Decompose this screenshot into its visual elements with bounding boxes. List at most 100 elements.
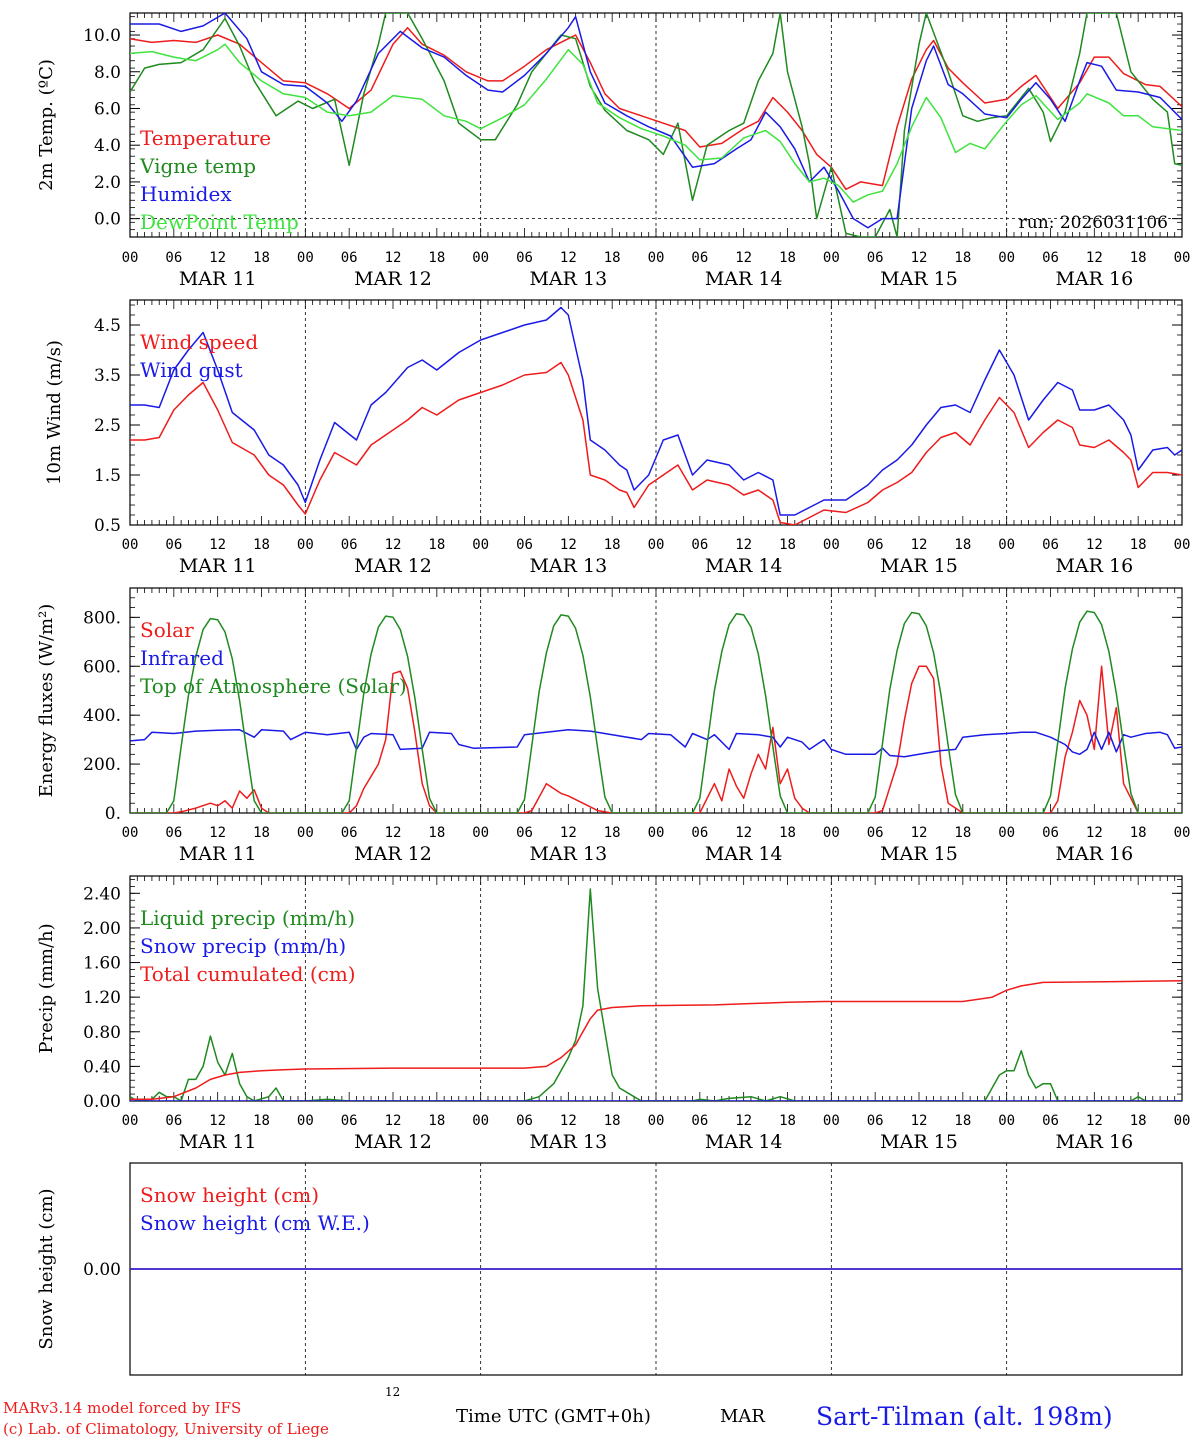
plot-frame xyxy=(129,587,1183,814)
x-tick-label: 12 xyxy=(209,537,226,553)
x-tick-label: 06 xyxy=(516,1113,533,1129)
day-label: MAR 15 xyxy=(880,843,958,865)
y-axis-label: Energy fluxes (W/m²) xyxy=(36,604,57,798)
x-tick-label: 12 xyxy=(209,825,226,841)
series-line-humidex xyxy=(130,13,1182,229)
series-line-infrared xyxy=(130,729,1182,758)
y-tick-label: 8.0 xyxy=(94,63,121,83)
x-tick-label: 12 xyxy=(735,250,752,266)
y-tick-label: 0.00 xyxy=(83,1260,121,1280)
y-tick-label: 2.00 xyxy=(83,919,121,939)
legend-entry: Wind speed xyxy=(140,330,258,354)
x-tick-label: 00 xyxy=(998,537,1015,553)
x-tick-label: 06 xyxy=(341,537,358,553)
x-tick-label: 00 xyxy=(648,1113,665,1129)
x-tick-label: 06 xyxy=(691,250,708,266)
day-label: MAR 11 xyxy=(179,1131,257,1153)
x-tick-label: 06 xyxy=(1042,825,1059,841)
day-label: MAR 16 xyxy=(1055,843,1133,865)
day-label: MAR 13 xyxy=(529,555,607,577)
panel-snow: 0.00 Snow height (cm) Snow height (cm) Snow… xyxy=(36,1162,1183,1376)
legend-entry: Total cumulated (cm) xyxy=(140,962,356,986)
x-tick-label: 18 xyxy=(954,537,971,553)
x-tick-label: 00 xyxy=(998,250,1015,266)
x-tick-label: 18 xyxy=(954,250,971,266)
panel-energy: 00 06 12 18 00 06 12 18 00 06 12 18 00 06 12 18 00 06 12 18… xyxy=(36,587,1190,865)
day-label: MAR 14 xyxy=(705,268,783,290)
y-tick-label: 0.5 xyxy=(94,516,121,536)
x-tick-label: 06 xyxy=(341,825,358,841)
x-tick-label: 00 xyxy=(1174,537,1191,553)
y-tick-label: 3.5 xyxy=(94,366,121,386)
station-label: Sart-Tilman (alt. 198m) xyxy=(816,1402,1113,1431)
x-tick-label: 18 xyxy=(604,825,621,841)
legend-entry: Snow height (cm W.E.) xyxy=(140,1211,370,1235)
x-tick-label: 12 xyxy=(735,825,752,841)
legend-entry: Top of Atmosphere (Solar) xyxy=(140,674,407,698)
x-tick-label: 12 xyxy=(560,1113,577,1129)
x-tick-label: 18 xyxy=(428,537,445,553)
x-tick-label: 06 xyxy=(165,825,182,841)
x-tick-label: 00 xyxy=(297,825,314,841)
x-tick-label: 00 xyxy=(297,1113,314,1129)
x-tick-label: 06 xyxy=(1042,250,1059,266)
x-tick-label: 00 xyxy=(122,1113,139,1129)
x-tick-label: 06 xyxy=(516,825,533,841)
run-annotation: run: 2026031106 xyxy=(1019,213,1168,233)
y-tick-label: 0.0 xyxy=(94,210,121,230)
legend-entry: DewPoint Temp xyxy=(140,210,299,234)
x-tick-label: 00 xyxy=(472,537,489,553)
x-tick-label: 00 xyxy=(122,250,139,266)
x-tick-label: 06 xyxy=(1042,537,1059,553)
x-tick-label: 12 xyxy=(1086,1113,1103,1129)
x-tick-label: 12 xyxy=(911,250,928,266)
series-line-solar xyxy=(130,665,1182,813)
x-tick-label: 00 xyxy=(122,537,139,553)
x-tick-label: 00 xyxy=(648,825,665,841)
x-tick-label: 06 xyxy=(516,537,533,553)
x-tick-label: 06 xyxy=(691,537,708,553)
x-tick-label: 12 xyxy=(385,825,402,841)
day-label: MAR 11 xyxy=(179,268,257,290)
x-tick-label: 12 xyxy=(209,1113,226,1129)
x-tick-label: 18 xyxy=(1130,250,1147,266)
y-tick-label: 0.80 xyxy=(83,1023,121,1043)
x-tick-label: 18 xyxy=(604,537,621,553)
plot-frame xyxy=(129,12,1183,238)
x-tick-label: 06 xyxy=(341,1113,358,1129)
x-tick-label: 18 xyxy=(604,250,621,266)
x-tick-label: 00 xyxy=(297,537,314,553)
x-tick-label: 18 xyxy=(779,1113,796,1129)
y-tick-label: 200. xyxy=(83,755,121,775)
x-tick-label: 18 xyxy=(779,250,796,266)
x-tick-label: 12 xyxy=(911,1113,928,1129)
y-tick-label: 4.5 xyxy=(94,316,121,336)
x-tick-label: 18 xyxy=(604,1113,621,1129)
x-tick-label: 18 xyxy=(253,250,270,266)
day-label: MAR 12 xyxy=(354,1131,432,1153)
y-tick-label: 2.5 xyxy=(94,416,121,436)
x-tick-label: 06 xyxy=(867,825,884,841)
x-tick-label: 12 xyxy=(1086,537,1103,553)
x-tick-label: 00 xyxy=(472,825,489,841)
day-label: MAR 11 xyxy=(179,843,257,865)
day-label: MAR 11 xyxy=(179,555,257,577)
x-tick-label: 00 xyxy=(648,537,665,553)
x-tick-label: 18 xyxy=(428,825,445,841)
x-tick-label: 00 xyxy=(823,537,840,553)
x-tick-label: 18 xyxy=(1130,825,1147,841)
series-line-temperature xyxy=(130,26,1182,191)
x-tick-label: 18 xyxy=(779,825,796,841)
x-tick-label: 18 xyxy=(954,1113,971,1129)
y-tick-label: 0.00 xyxy=(83,1092,121,1112)
day-label: MAR 13 xyxy=(529,268,607,290)
y-tick-label: 2.0 xyxy=(94,173,121,193)
day-label: MAR 16 xyxy=(1055,268,1133,290)
x-tick-label: 00 xyxy=(823,1113,840,1129)
panel-temp: 00 06 12 18 00 06 12 18 00 06 12 18 00 06 12 18 00 06 12 18… xyxy=(36,12,1190,290)
x-tick-label: 06 xyxy=(867,537,884,553)
day-label: MAR 16 xyxy=(1055,555,1133,577)
x-tick-label: 12 xyxy=(209,250,226,266)
x-tick-label: 00 xyxy=(998,1113,1015,1129)
